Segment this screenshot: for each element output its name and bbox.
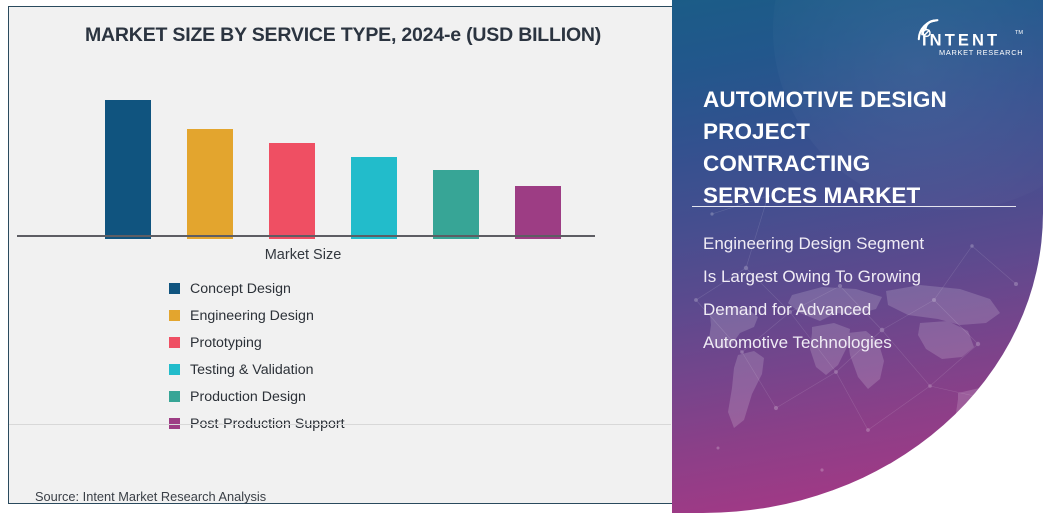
panel-divider [692,206,1016,208]
legend-item: Testing & Validation [169,356,345,383]
x-axis-label: Market Size [264,247,342,263]
panel-heading-line: AUTOMOTIVE DESIGN [703,87,947,112]
chart-legend: Concept Design Engineering Design Prototyp… [169,275,345,437]
legend-label: Concept Design [190,280,291,297]
legend-item: Production Design [169,383,345,410]
x-axis-line [17,235,595,237]
page-title: MARKET SIZE BY SERVICE TYPE, 2024-e (USD… [85,24,602,46]
legend-item: Prototyping [169,329,345,356]
svg-text:TM: TM [1015,30,1023,36]
signal-arcs-icon [917,19,939,41]
bar-engineering-design [187,129,233,239]
legend-label: Prototyping [190,334,262,351]
panel-subheading-line: Automotive Technologies [703,333,892,352]
legend-item: Post-Production Support [169,410,345,437]
source-divider [9,424,671,425]
legend-label: Production Design [190,388,306,405]
legend-item: Concept Design [169,275,345,302]
bar-concept-design [105,99,151,239]
panel-heading-line: CONTRACTING [703,151,871,176]
bar-production-design [433,170,479,239]
panel-subheading: Engineering Design Segment Is Largest Owi… [703,227,1013,359]
panel-subheading-line: Demand for Advanced [703,300,872,319]
legend-label: Post-Production Support [190,415,345,432]
panel-heading: AUTOMOTIVE DESIGN PROJECT CONTRACTING SERVI… [703,84,1003,212]
legend-item: Engineering Design [169,302,345,329]
legend-swatch-icon [169,418,180,429]
intent-market-research-logo: INTENT TM MARKET RESEARCH [917,19,1023,57]
legend-swatch-icon [169,310,180,321]
bar-post-production-support [515,185,561,239]
bar-prototyping [269,142,315,239]
title-panel: INTENT TM MARKET RESEARCH AUTOMOTIVE DES… [672,0,1043,513]
legend-label: Testing & Validation [190,361,314,378]
legend-swatch-icon [169,364,180,375]
legend-swatch-icon [169,337,180,348]
panel-subheading-line: Engineering Design Segment [703,234,925,253]
x-axis-label-row: Market Size [9,247,673,263]
legend-swatch-icon [169,283,180,294]
chart-card: MARKET SIZE BY SERVICE TYPE, 2024-e (USD… [8,6,672,504]
panel-heading-line: PROJECT [703,119,810,144]
panel-subheading-line: Is Largest Owing To Growing [703,267,921,286]
bar-group [73,77,657,239]
panel-heading-line: SERVICES MARKET [703,183,921,208]
svg-text:MARKET RESEARCH: MARKET RESEARCH [939,48,1023,57]
source-note: Source: Intent Market Research Analysis [35,489,267,504]
bar-chart-plot [73,77,657,239]
svg-text:INTENT: INTENT [922,32,1000,50]
bar-testing-validation [351,156,397,239]
legend-swatch-icon [169,391,180,402]
legend-label: Engineering Design [190,307,314,324]
